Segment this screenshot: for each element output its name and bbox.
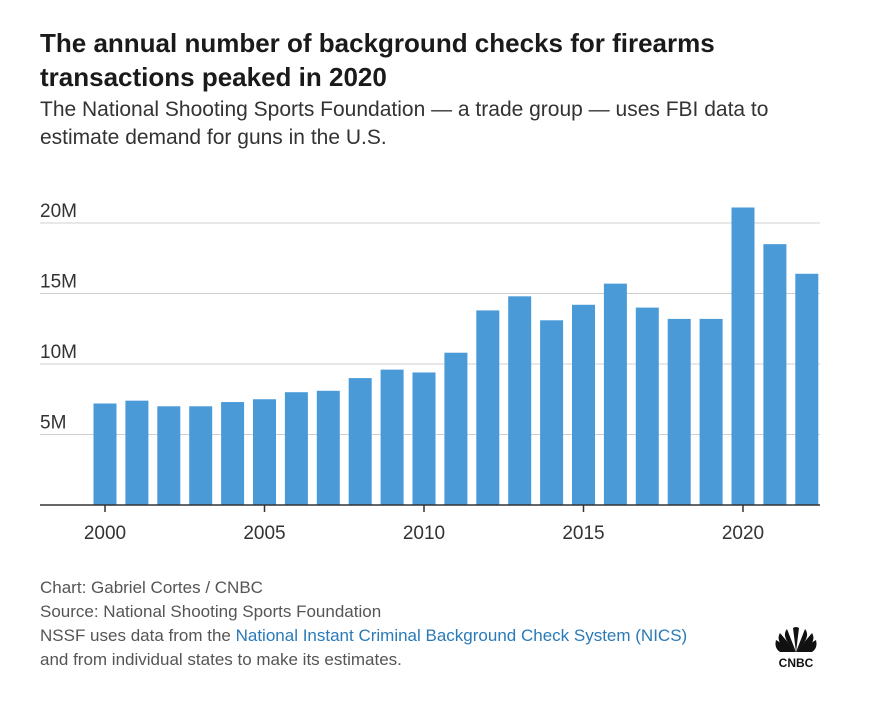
bars [93,207,819,506]
x-tick-label: 2010 [403,523,445,544]
bar [667,318,691,505]
x-tick-label: 2005 [243,523,285,544]
bar [93,403,117,505]
bar [603,283,627,505]
bar [380,369,404,505]
note-prefix: NSSF uses data from the [40,626,236,645]
x-axis [40,504,820,512]
chart-credit: Chart: Gabriel Cortes / CNBC [40,578,263,597]
note-suffix: and from individual states to make its e… [40,650,402,669]
bar [253,399,276,505]
x-tick-label: 2015 [562,523,604,544]
bar [316,390,340,505]
bar [699,318,723,505]
bar [412,372,436,505]
bar [221,402,245,505]
bar [189,406,213,505]
bar [348,378,372,505]
bar [572,304,595,505]
bar [508,296,532,505]
bar [476,310,500,505]
bar [795,273,819,505]
chart-title: The annual number of background checks f… [40,28,715,92]
tick-labels: 5M 10M 15M 20M 2000 2005 2010 2015 2020 [40,201,764,544]
nics-link[interactable]: National Instant Criminal Background Che… [235,626,688,645]
bar [444,352,468,505]
chart-source: Source: National Shooting Sports Foundat… [40,602,382,621]
bar [763,244,787,505]
x-tick-label: 2020 [722,523,764,544]
cnbc-logo-text: CNBC [779,656,814,670]
chart-subtitle: The National Shooting Sports Foundation … [40,98,769,149]
y-tick-label: 20M [40,201,77,222]
bar [731,207,755,506]
bar [284,392,308,505]
bar [125,400,149,505]
peacock-icon [775,627,817,652]
bar [157,406,181,505]
chart-footer: Chart: Gabriel Cortes / CNBC Source: Nat… [40,576,780,672]
bar [540,320,564,505]
chart-note: NSSF uses data from the National Instant… [40,624,780,648]
y-tick-label: 5M [40,413,66,434]
bar [635,307,659,505]
y-tick-label: 10M [40,342,77,363]
cnbc-logo: CNBC [775,627,817,670]
y-tick-label: 15M [40,272,77,293]
x-tick-label: 2000 [84,523,126,544]
